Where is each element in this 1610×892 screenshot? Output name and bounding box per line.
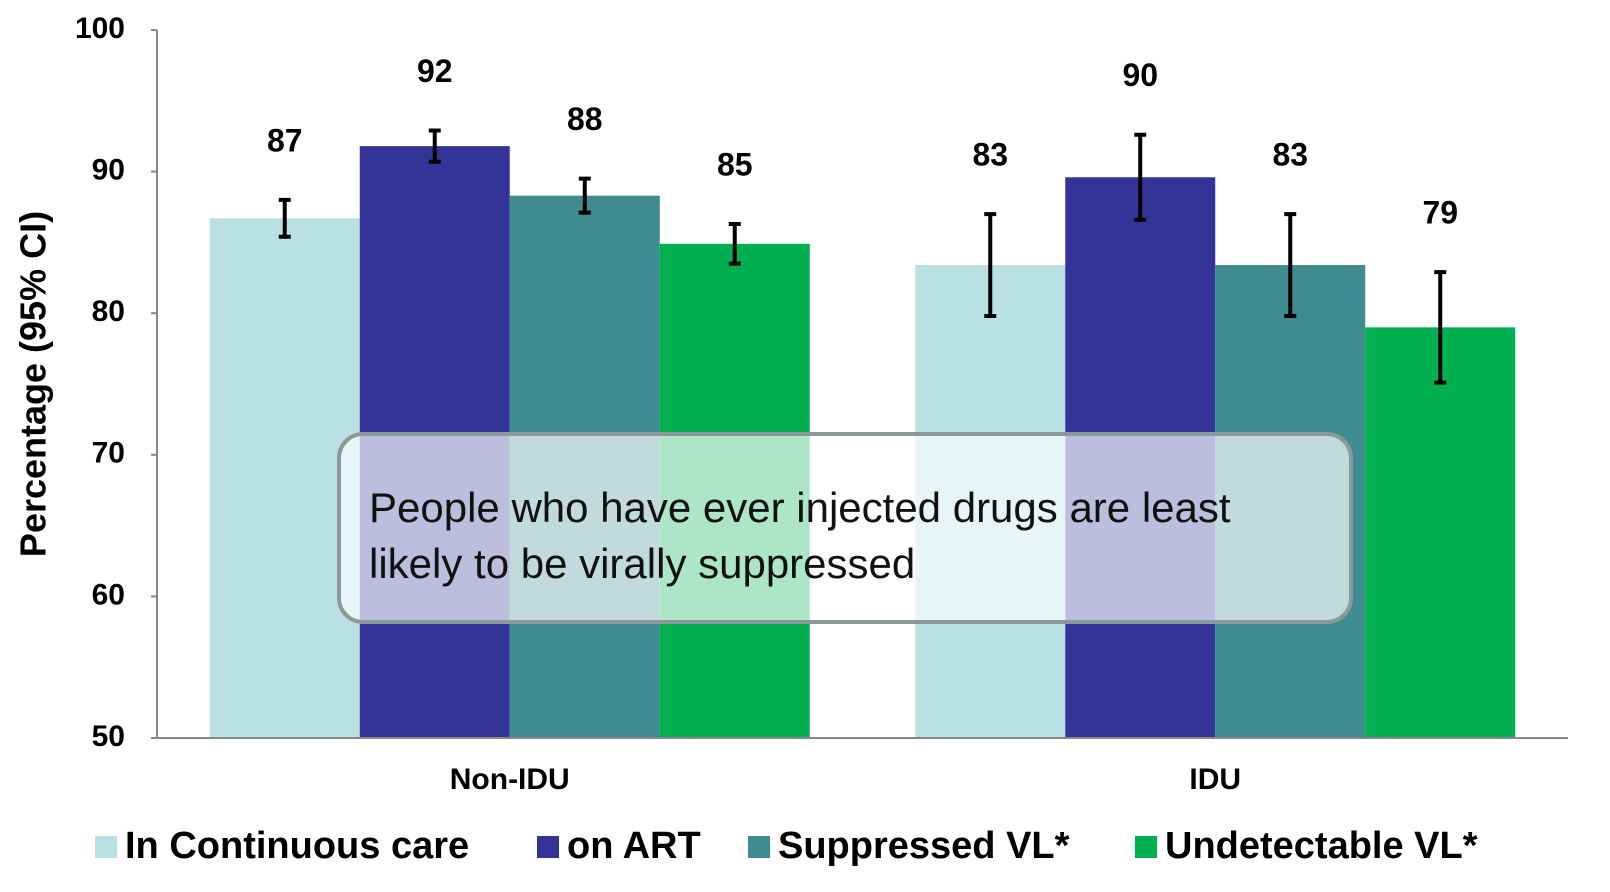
data-label: 90 [1122, 57, 1158, 93]
legend-label: on ART [567, 825, 701, 867]
y-tick-label: 70 [92, 437, 125, 470]
y-tick-label: 90 [92, 154, 125, 187]
legend-label: In Continuous care [125, 825, 469, 867]
error-bar [1134, 132, 1147, 222]
data-label: 85 [717, 146, 753, 182]
x-tick-label: Non-IDU [450, 763, 570, 796]
data-label: 83 [1272, 137, 1308, 173]
bar [209, 218, 360, 738]
overlay: 87 92 88 85 83 90 83 79 [267, 53, 1458, 385]
y-tick-label: 50 [92, 720, 125, 753]
bar [1365, 327, 1516, 738]
error-bar [578, 176, 591, 215]
error-bar [1434, 270, 1447, 385]
error-bar [1284, 212, 1297, 319]
legend-swatch [95, 836, 117, 858]
annotation: People who have ever injected drugs are … [337, 432, 1353, 624]
legend-swatch [748, 836, 770, 858]
error-bar [278, 197, 291, 239]
data-label: 83 [972, 137, 1008, 173]
y-tick-label: 60 [92, 578, 125, 611]
error-bar [984, 212, 997, 319]
legend-label: Undetectable VL* [1165, 825, 1478, 867]
y-tick-label: 100 [75, 12, 125, 45]
y-tick-label: 80 [92, 295, 125, 328]
legend-swatch [537, 836, 559, 858]
legend-label: Suppressed VL* [778, 825, 1070, 867]
error-bar [728, 221, 741, 266]
x-tick-label: IDU [1189, 763, 1241, 796]
legend-swatch [1135, 836, 1157, 858]
data-label: 87 [267, 122, 303, 158]
data-label: 88 [567, 101, 603, 137]
y-axis-title: Percentage (95% CI) [13, 211, 54, 557]
error-bar [428, 128, 441, 164]
data-label: 92 [417, 53, 453, 89]
data-label: 79 [1422, 195, 1458, 231]
